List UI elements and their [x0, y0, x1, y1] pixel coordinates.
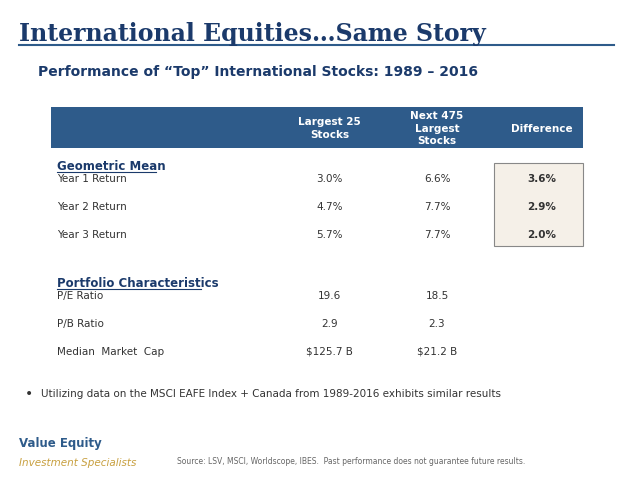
Text: Value Equity: Value Equity [19, 436, 101, 449]
Text: 2.3: 2.3 [429, 318, 445, 328]
Text: Portfolio Characteristics: Portfolio Characteristics [57, 276, 219, 289]
Text: Next 475
Largest
Stocks: Next 475 Largest Stocks [410, 111, 463, 146]
Text: 4.7%: 4.7% [316, 202, 342, 211]
Text: Year 2 Return: Year 2 Return [57, 202, 127, 211]
Text: 2.9%: 2.9% [527, 202, 556, 211]
Text: Geometric Mean: Geometric Mean [57, 159, 165, 172]
Text: Year 3 Return: Year 3 Return [57, 229, 127, 239]
Text: Investment Specialists: Investment Specialists [19, 456, 136, 467]
Text: Largest 25
Stocks: Largest 25 Stocks [298, 117, 361, 140]
Text: 19.6: 19.6 [318, 290, 341, 300]
Text: 7.7%: 7.7% [424, 229, 450, 239]
Text: 6.6%: 6.6% [424, 174, 450, 183]
Text: $21.2 B: $21.2 B [417, 346, 457, 356]
Text: International Equities…Same Story: International Equities…Same Story [19, 22, 486, 46]
Text: $125.7 B: $125.7 B [306, 346, 353, 356]
Text: 2.9: 2.9 [321, 318, 338, 328]
Text: Median  Market  Cap: Median Market Cap [57, 346, 164, 356]
Text: Source: LSV, MSCI, Worldscope, IBES.  Past performance does not guarantee future: Source: LSV, MSCI, Worldscope, IBES. Pas… [178, 456, 526, 465]
FancyBboxPatch shape [494, 163, 583, 247]
Text: 3.6%: 3.6% [527, 174, 556, 183]
Text: Performance of “Top” International Stocks: 1989 – 2016: Performance of “Top” International Stock… [38, 65, 478, 79]
Text: 7.7%: 7.7% [424, 202, 450, 211]
Text: 5.7%: 5.7% [316, 229, 342, 239]
Text: P/B Ratio: P/B Ratio [57, 318, 104, 328]
Text: 18.5: 18.5 [425, 290, 449, 300]
Text: 3.0%: 3.0% [316, 174, 342, 183]
Text: 2.0%: 2.0% [527, 229, 556, 239]
Text: •: • [25, 386, 34, 400]
Text: Year 1 Return: Year 1 Return [57, 174, 127, 183]
Text: Difference: Difference [511, 123, 573, 133]
FancyBboxPatch shape [51, 108, 583, 149]
Text: P/E Ratio: P/E Ratio [57, 290, 103, 300]
Text: Utilizing data on the MSCI EAFE Index + Canada from 1989-2016 exhibits similar r: Utilizing data on the MSCI EAFE Index + … [41, 388, 501, 398]
